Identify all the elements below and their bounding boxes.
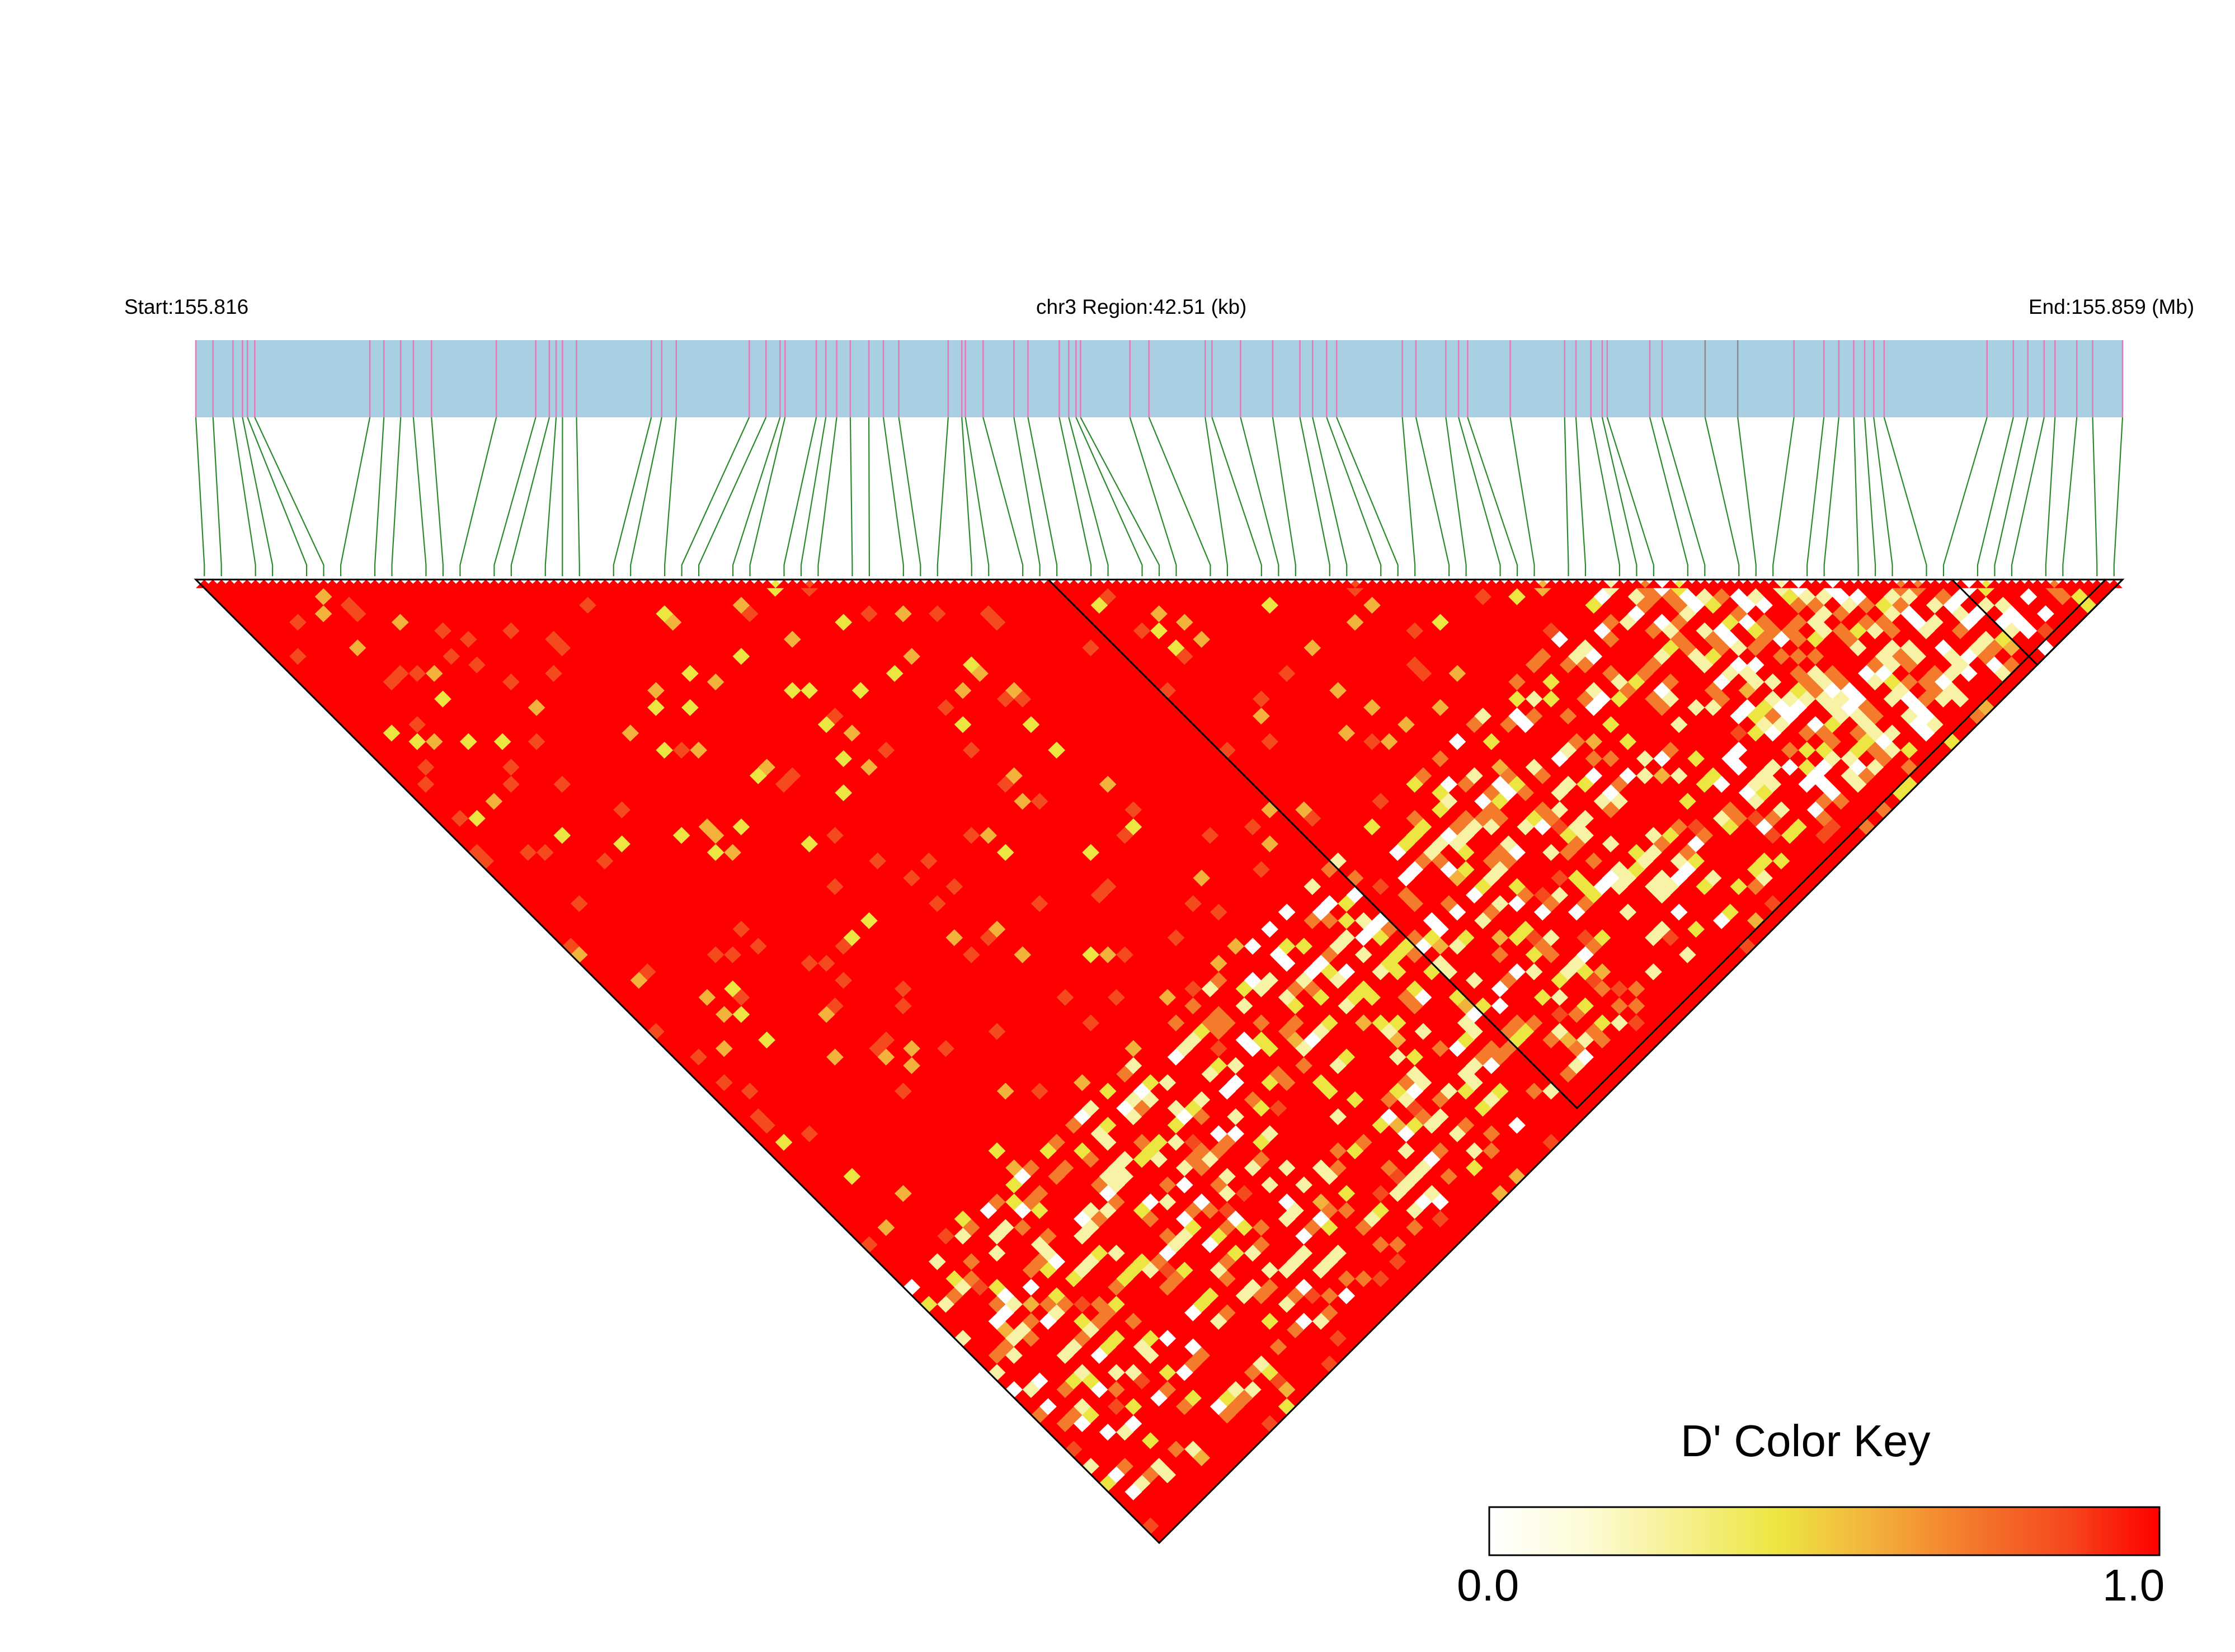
snp-connector [242, 417, 274, 576]
snp-connector [1823, 417, 1839, 576]
snp-connector [493, 417, 537, 576]
snp-connector [1013, 417, 1041, 576]
snp-connector [1401, 417, 1416, 576]
snp-track-ticks [195, 340, 2124, 417]
snp-connector [1704, 417, 1740, 576]
snp-connector [374, 417, 385, 576]
snp-connector [1075, 417, 1143, 576]
snp-connector [431, 417, 444, 576]
snp-connector [1883, 417, 1927, 576]
snp-connector [391, 417, 402, 576]
snp-track [196, 340, 2123, 417]
snp-connector [576, 417, 580, 576]
ld-heatmap-cells [196, 580, 2123, 1543]
snp-connector [2045, 417, 2056, 576]
snp-connector [195, 417, 205, 576]
snp-connector [2011, 417, 2045, 576]
snp-connector [1272, 417, 1296, 576]
snp-connector [247, 417, 308, 576]
snp-connector [1806, 417, 1825, 576]
snp-connector [1080, 417, 1160, 576]
snp-connector [1129, 417, 1177, 576]
snp-connector [783, 417, 817, 576]
snp-connector [1873, 417, 1893, 576]
snp-connector [232, 417, 256, 576]
snp-connector [1336, 417, 1399, 576]
snp-connector [1649, 417, 1688, 576]
snp-connector [1445, 417, 1467, 576]
snp-connector [630, 417, 662, 576]
snp-connector [544, 417, 557, 576]
snp-connector [1864, 417, 1876, 576]
snp-connector [1068, 417, 1109, 576]
snp-connector [937, 417, 949, 576]
snp-connector [1148, 417, 1211, 576]
snp-connector [1606, 417, 1654, 576]
snp-connector [698, 417, 767, 576]
snp-connector [1058, 417, 1092, 576]
snp-connector [664, 417, 677, 576]
snp-connector [1772, 417, 1795, 576]
snp-connector [412, 417, 427, 576]
snp-connector [1211, 417, 1262, 576]
snp-connector [849, 417, 853, 576]
snp-connector [961, 417, 972, 576]
snp-connector [1326, 417, 1382, 576]
snp-connector [1853, 417, 1859, 576]
snp-connector [898, 417, 921, 576]
snp-connector [1240, 417, 1279, 576]
snp-connector [749, 417, 786, 576]
snp-connector [882, 417, 904, 576]
snp-connector-lines [195, 417, 2124, 576]
snp-connector [1458, 417, 1501, 576]
snp-connector [817, 417, 837, 576]
snp-connector [1312, 417, 1348, 576]
snp-connector [800, 417, 827, 576]
snp-connector [1204, 417, 1229, 576]
snp-connector [982, 417, 1024, 576]
snp-connector [1575, 417, 1587, 576]
snp-connector [1737, 417, 1757, 576]
snp-connector [340, 417, 371, 576]
snp-connector [510, 417, 550, 576]
snp-connector [1564, 417, 1569, 576]
snp-connector [1299, 417, 1330, 576]
snp-connector [212, 417, 222, 576]
snp-connector [681, 417, 750, 576]
snp-connector [732, 417, 781, 576]
snp-connector [1590, 417, 1620, 576]
snp-connector [1509, 417, 1535, 576]
snp-connector [613, 417, 652, 576]
snp-connector [1467, 417, 1518, 576]
snp-connector [2092, 417, 2098, 576]
snp-connector [1977, 417, 2014, 576]
snp-connector [459, 417, 497, 576]
snp-connector [2113, 417, 2124, 576]
snp-connector [1415, 417, 1450, 576]
snp-connector [1994, 417, 2029, 576]
snp-connector [1601, 417, 1638, 576]
snp-connector [1942, 417, 1988, 576]
snp-connector [964, 417, 990, 576]
snp-connector [1027, 417, 1058, 576]
snp-connector [2062, 417, 2078, 576]
snp-connector [1661, 417, 1706, 576]
snp-connector [254, 417, 324, 576]
